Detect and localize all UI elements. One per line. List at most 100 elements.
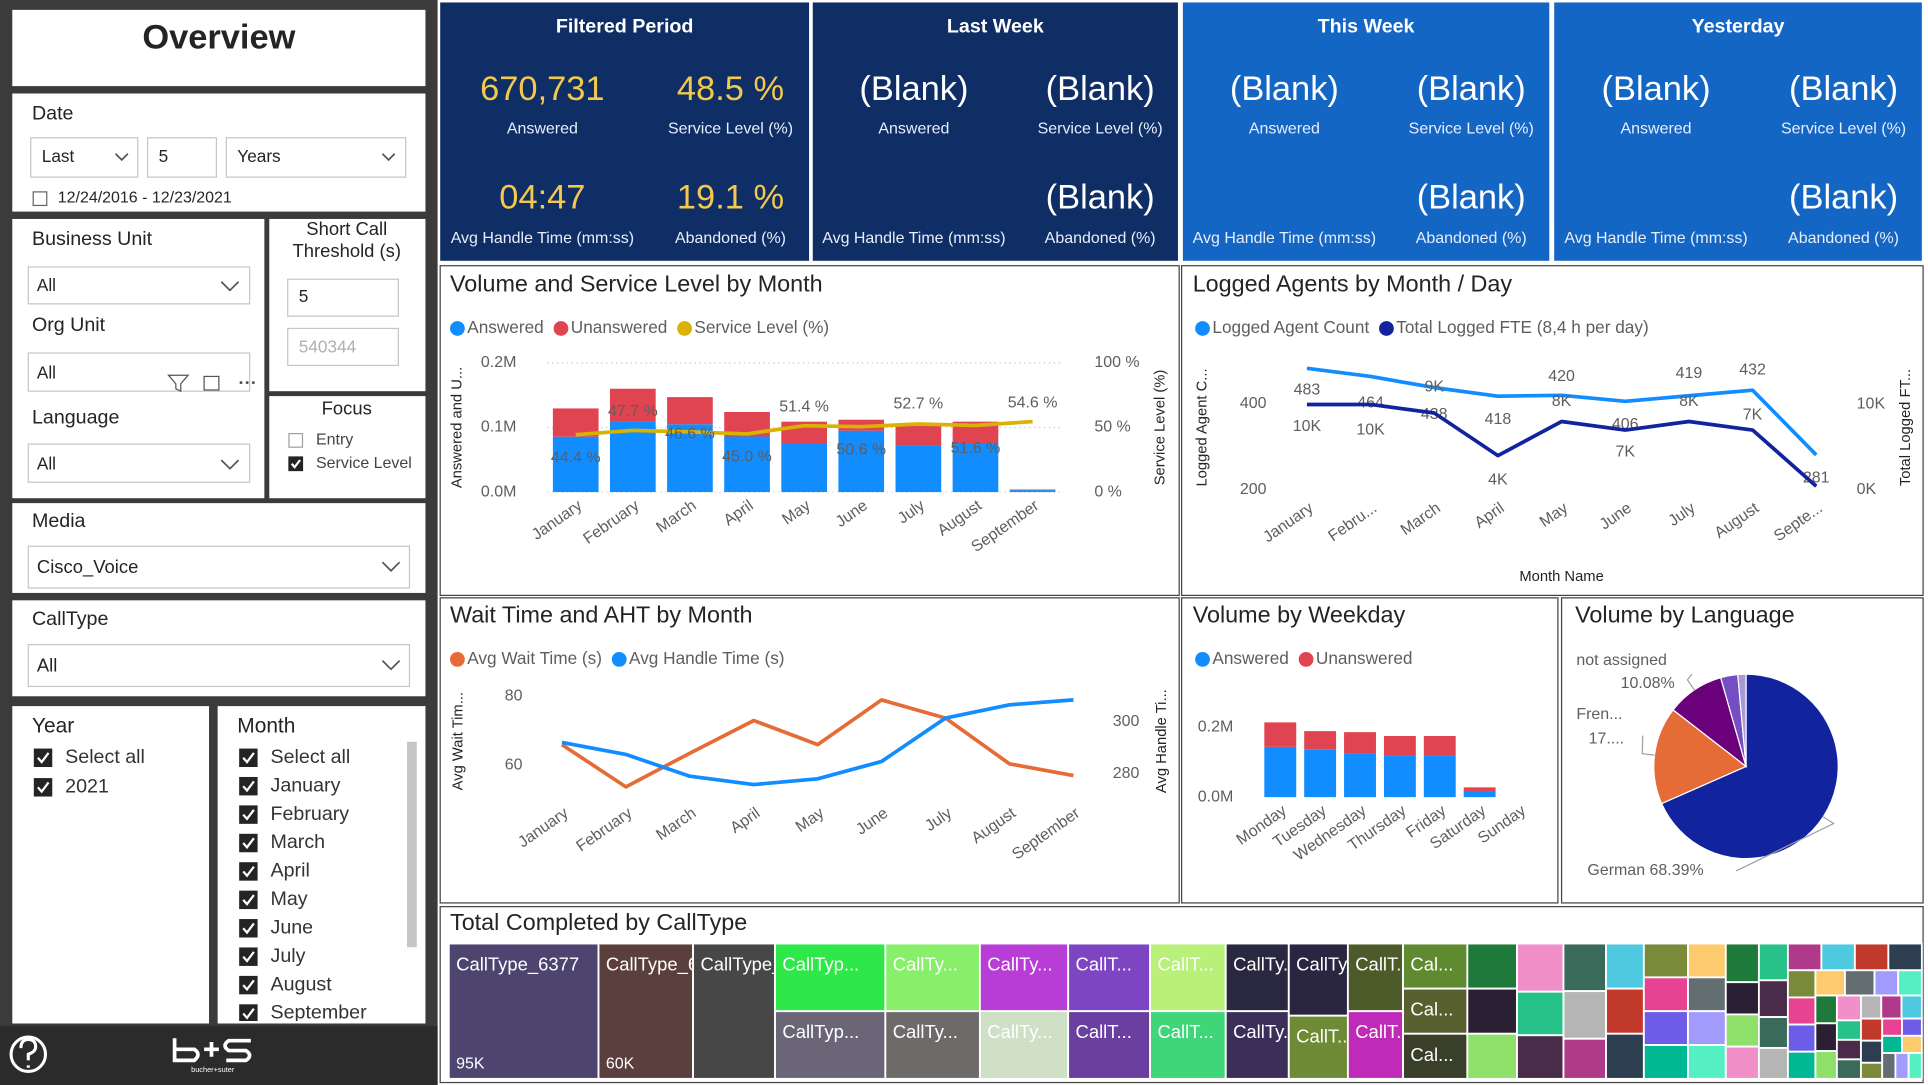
bar	[1009, 490, 1056, 493]
kpi-title: Filtered Period	[556, 15, 694, 37]
y2-tick-label: 0K	[1857, 481, 1877, 498]
bar	[667, 424, 713, 493]
treemap-tile	[1724, 1013, 1760, 1048]
slicer-label: Year	[32, 715, 74, 738]
checkbox[interactable]	[239, 975, 258, 995]
kpi-card	[1182, 2, 1550, 261]
dropdown[interactable]	[225, 137, 407, 178]
date-range: 12/24/2016 - 12/23/2021	[58, 189, 232, 206]
treemap-tile	[1757, 1047, 1789, 1080]
bar	[1383, 736, 1416, 756]
option-label: July	[271, 945, 306, 967]
more-icon[interactable]	[251, 381, 255, 385]
title-panel	[12, 9, 426, 87]
help-icon[interactable]	[9, 1035, 48, 1074]
input[interactable]	[146, 137, 218, 178]
data-label: 52.7 %	[894, 396, 944, 413]
y-tick-label: 0.2M	[1198, 718, 1234, 735]
y-tick-label: 0.2M	[481, 354, 517, 371]
legend-label: Unanswered	[571, 317, 668, 337]
checkbox[interactable]	[33, 778, 53, 797]
y2-axis-label: Total Logged FT...	[1898, 369, 1914, 486]
pie-value: 10.08%	[1621, 675, 1675, 692]
more-icon[interactable]	[239, 381, 243, 385]
checkbox[interactable]	[239, 805, 258, 824]
checkbox[interactable]	[239, 1004, 258, 1022]
treemap-tile	[1466, 1032, 1518, 1080]
kpi-label: Service Level (%)	[1038, 120, 1163, 137]
data-label: 10K	[1356, 422, 1385, 439]
slicer-label: Business Unit	[32, 228, 153, 250]
dropdown-value: All	[37, 655, 57, 676]
treemap-tile	[1835, 1019, 1862, 1041]
dropdown[interactable]	[27, 443, 251, 483]
bar	[952, 421, 999, 443]
bar	[1304, 731, 1337, 750]
checkbox[interactable]	[239, 890, 258, 910]
dropdown-value: Last	[42, 146, 75, 166]
y2-axis-label: Avg Handle Ti...	[1154, 689, 1170, 793]
treemap-tile	[1402, 987, 1469, 1035]
checkbox[interactable]	[239, 833, 258, 853]
pie-category: German	[1587, 862, 1645, 879]
dropdown[interactable]	[27, 352, 251, 392]
checkbox[interactable]	[288, 433, 304, 448]
treemap-tile	[1900, 994, 1923, 1020]
checkmark	[242, 780, 255, 793]
treemap-label: CallTyp...	[782, 954, 859, 975]
data-label: 7K	[1615, 443, 1635, 460]
scrollbar[interactable]	[406, 741, 417, 948]
treemap-tile	[1642, 1044, 1689, 1080]
checkmark	[242, 865, 255, 878]
checkbox[interactable]	[33, 748, 53, 768]
bar	[952, 442, 999, 493]
treemap-tile	[1881, 1017, 1903, 1037]
kpi-label: Avg Handle Time (mm:ss)	[451, 230, 634, 247]
kpi-value: (Blank)	[1789, 178, 1898, 216]
checkbox[interactable]	[239, 748, 258, 768]
chevron	[381, 153, 396, 162]
treemap-tile	[1402, 942, 1469, 990]
dropdown[interactable]	[27, 545, 411, 589]
treemap-tile	[1724, 1045, 1760, 1080]
chevron	[114, 153, 129, 162]
data-label: 44.4 %	[551, 449, 601, 466]
checkbox[interactable]	[239, 862, 258, 881]
treemap-tile	[1786, 1050, 1817, 1080]
more-icon[interactable]	[245, 381, 249, 385]
line	[575, 419, 1033, 437]
chevron	[220, 459, 240, 470]
checkbox[interactable]	[239, 776, 258, 796]
dropdown[interactable]	[27, 643, 411, 688]
filter-icon[interactable]	[167, 374, 190, 393]
focus-icon[interactable]	[203, 375, 220, 391]
input[interactable]	[287, 278, 400, 317]
treemap-tile	[1516, 990, 1565, 1037]
treemap-tile	[1724, 942, 1760, 984]
treemap-tile	[774, 1010, 887, 1080]
treemap-label: CallT...	[1157, 954, 1213, 975]
pie-category: not assigned	[1576, 652, 1667, 669]
checkbox[interactable]	[239, 947, 258, 966]
treemap-tile	[1814, 994, 1838, 1025]
pie-value: 17....	[1589, 731, 1625, 748]
data-label: 45.0 %	[722, 449, 772, 466]
input[interactable]	[287, 327, 400, 366]
legend-marker	[611, 651, 627, 667]
kpi-label: Service Level (%)	[1409, 120, 1534, 137]
leader-line	[1735, 816, 1835, 872]
checkbox[interactable]	[239, 919, 258, 938]
treemap-tile	[1881, 1052, 1897, 1080]
treemap-tile	[1835, 1038, 1862, 1061]
help-glyph	[19, 1037, 38, 1068]
dropdown[interactable]	[27, 266, 251, 305]
treemap-label: Cal...	[1410, 999, 1453, 1020]
pie-slice	[1653, 709, 1748, 805]
option-label: April	[271, 860, 310, 882]
legend-marker	[553, 321, 569, 336]
slicer-label: Language	[32, 406, 120, 428]
checkbox[interactable]	[288, 456, 304, 472]
legend-label: Answered	[1212, 648, 1288, 668]
y-tick-label: 0.0M	[481, 483, 517, 500]
option-label: January	[271, 774, 341, 796]
